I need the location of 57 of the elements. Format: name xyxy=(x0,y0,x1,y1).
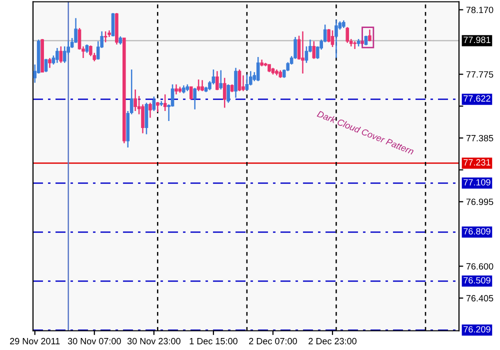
candlestick xyxy=(245,74,249,91)
candlestick xyxy=(301,30,304,74)
candlestick xyxy=(368,29,372,42)
ref-line-label: 77.109 xyxy=(464,179,490,186)
x-tick-label: 1 Dec 15:00 xyxy=(190,338,238,344)
candlestick xyxy=(62,46,66,64)
candlestick xyxy=(163,94,167,112)
candlestick xyxy=(189,86,193,100)
candlestick xyxy=(234,67,238,98)
candlestick xyxy=(104,30,108,43)
ref-line-label: 77.981 xyxy=(464,36,490,44)
ref-line-label: 76.209 xyxy=(464,326,490,333)
candlestick xyxy=(174,84,178,95)
candlestick xyxy=(152,96,156,112)
x-tick-label: 2 Dec 07:00 xyxy=(249,338,297,344)
candlestick xyxy=(111,12,115,38)
candlestick xyxy=(156,101,160,113)
y-tick-label: 77.775 xyxy=(466,71,494,78)
candlestick xyxy=(219,70,223,90)
candlestick xyxy=(144,102,148,135)
candlestick xyxy=(148,102,152,118)
x-tick-label: 29 Nov 2011 xyxy=(10,338,60,344)
candlestick xyxy=(134,88,137,112)
ref-line-label: 76.809 xyxy=(464,228,490,235)
candlestick xyxy=(200,80,204,92)
ref-line-label: 77.622 xyxy=(464,95,490,102)
candlestick xyxy=(196,78,200,92)
y-tick-label: 78.170 xyxy=(466,6,494,14)
candlestick xyxy=(226,84,230,104)
candlestick xyxy=(44,58,48,73)
y-tick-label: 76.995 xyxy=(466,198,494,206)
x-tick-label: 30 Nov 07:00 xyxy=(68,338,121,344)
ref-line-label: 77.231 xyxy=(464,159,490,166)
candlestick xyxy=(193,87,196,110)
candlestick xyxy=(216,70,219,91)
x-tick-label: 2 Dec 23:00 xyxy=(308,338,356,344)
y-tick-label: 76.405 xyxy=(466,295,494,302)
candlestick xyxy=(256,56,260,82)
candlestick xyxy=(242,74,245,92)
candlestick xyxy=(312,40,316,60)
candlestick xyxy=(222,77,226,108)
candlestick xyxy=(89,44,92,57)
candlestick xyxy=(74,17,78,44)
candlestick xyxy=(238,68,242,92)
candlestick xyxy=(353,40,356,50)
candlestick xyxy=(249,70,252,86)
ref-line-label: 76.509 xyxy=(464,277,490,284)
candlestick xyxy=(330,30,334,48)
candlestick xyxy=(334,19,338,59)
x-tick-label: 30 Nov 23:00 xyxy=(127,338,180,344)
y-tick-label: 76.600 xyxy=(466,263,494,270)
y-tick-label: 77.385 xyxy=(466,134,494,142)
candlestick xyxy=(56,47,59,64)
candlestick xyxy=(346,26,350,44)
candlestick xyxy=(48,57,52,69)
candlestick xyxy=(59,46,63,64)
candlestick xyxy=(327,28,330,43)
